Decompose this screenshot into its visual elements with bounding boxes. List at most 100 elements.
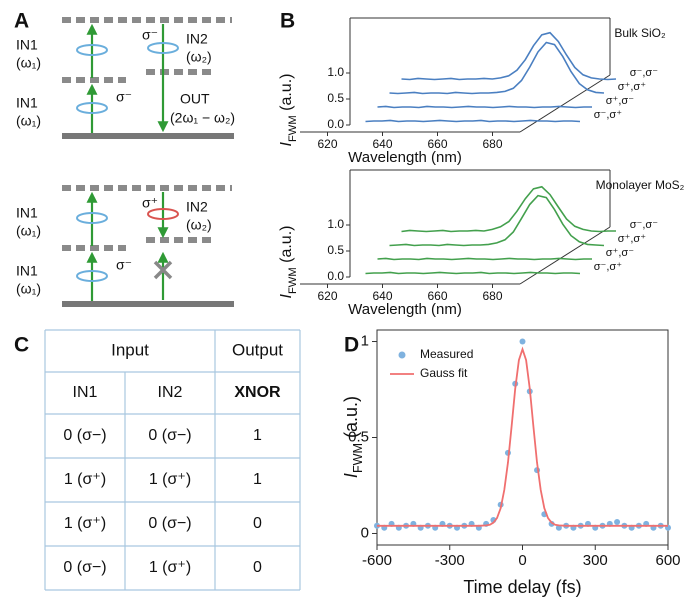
table-cell: 1 (σ⁺) bbox=[149, 471, 191, 488]
legend-symbol bbox=[398, 351, 406, 359]
axis-label-part: I bbox=[278, 141, 295, 146]
fit-line bbox=[377, 346, 668, 527]
spectrum bbox=[389, 194, 605, 247]
axis-label-part: (a.u.) bbox=[278, 226, 295, 268]
spectrum bbox=[389, 41, 605, 95]
legend-label: Measured bbox=[420, 347, 473, 361]
y-tick-label: 0.5 bbox=[327, 91, 344, 105]
x-tick-label: 640 bbox=[372, 137, 392, 151]
data-point bbox=[548, 520, 555, 527]
panel-label: B bbox=[280, 10, 295, 33]
label: IN1 bbox=[16, 37, 38, 53]
data-point bbox=[519, 338, 526, 345]
panel-label: A bbox=[14, 10, 29, 33]
spectrum bbox=[401, 185, 616, 233]
table-cell: 0 bbox=[253, 515, 262, 532]
y-tick-label: 1.0 bbox=[327, 217, 344, 231]
x-tick-label: -300 bbox=[435, 552, 465, 569]
data-point bbox=[614, 518, 621, 525]
label: (ω₁) bbox=[16, 55, 41, 71]
table-cell: 0 (σ−) bbox=[148, 515, 191, 532]
axis-label-part: I bbox=[278, 293, 295, 298]
y-tick-label: 0.5 bbox=[348, 428, 369, 445]
label: IN2 bbox=[186, 199, 208, 215]
series-label: σ⁻,σ⁻ bbox=[630, 67, 658, 79]
legend-label: Gauss fit bbox=[420, 366, 468, 380]
series-label: σ⁺,σ⁻ bbox=[606, 247, 634, 259]
polarization bbox=[147, 208, 179, 220]
panel-label: C bbox=[14, 334, 29, 357]
polarization bbox=[76, 212, 108, 224]
label: (ω₁) bbox=[16, 113, 41, 129]
series-label: σ⁺,σ⁺ bbox=[618, 81, 646, 93]
polarization bbox=[76, 270, 108, 282]
x-tick-label: 620 bbox=[317, 137, 337, 151]
series-label: σ⁻,σ⁺ bbox=[594, 261, 622, 273]
series-label: σ⁺,σ⁺ bbox=[618, 233, 646, 245]
spectrum bbox=[365, 271, 581, 275]
axis-label-part: FWM bbox=[287, 115, 299, 142]
table-cell: 1 (σ⁺) bbox=[149, 559, 191, 576]
diagram-bottom: IN1 (ω₁) σ⁺ IN2 (ω₂) IN1 (ω₁) σ⁻ bbox=[16, 185, 234, 307]
axis-label: IFWM (a.u.) bbox=[278, 74, 299, 147]
x-tick-label: 680 bbox=[482, 137, 502, 151]
label: σ⁺ bbox=[142, 195, 158, 211]
label: σ⁻ bbox=[116, 89, 132, 105]
label: (2ω₁ − ω₂) bbox=[170, 110, 235, 126]
table-cell: 1 (σ⁺) bbox=[64, 471, 106, 488]
x-tick-label: 300 bbox=[583, 552, 608, 569]
axis-label-part: (a.u.) bbox=[278, 74, 295, 116]
y-tick-label: 0.0 bbox=[327, 269, 344, 283]
axis-label-part: FWM bbox=[287, 267, 299, 294]
axis-label-part: FWM bbox=[351, 443, 365, 473]
x-tick-label: -600 bbox=[362, 552, 392, 569]
chart-title: Bulk SiO₂ bbox=[614, 26, 666, 40]
panel-label: D bbox=[344, 334, 359, 357]
table-cell: 1 bbox=[253, 471, 262, 488]
substrate bbox=[62, 301, 234, 307]
table-cell: 0 (σ−) bbox=[63, 559, 106, 576]
y-tick-label: 0 bbox=[361, 524, 369, 541]
label: (ω₂) bbox=[186, 217, 212, 233]
x-axis-label: Wavelength (nm) bbox=[348, 301, 462, 318]
table-cell: 1 bbox=[253, 427, 262, 444]
x-tick-label: 0 bbox=[518, 552, 526, 569]
axis-label: IFWM (a.u.) bbox=[341, 396, 366, 478]
table-cell: 0 (σ−) bbox=[63, 427, 106, 444]
x-tick-label: 600 bbox=[655, 552, 680, 569]
y-tick-label: 0.5 bbox=[327, 243, 344, 257]
axis-label: IFWM (a.u.) bbox=[278, 226, 299, 299]
label: σ⁻ bbox=[116, 257, 132, 273]
substrate bbox=[62, 133, 234, 139]
chart-title: Monolayer MoS₂ bbox=[596, 178, 684, 192]
series-label: σ⁺,σ⁻ bbox=[606, 95, 634, 107]
axis-label-part: (a.u.) bbox=[341, 396, 361, 443]
plot-frame bbox=[376, 329, 669, 546]
floor-edge bbox=[519, 74, 611, 133]
x-axis-label: Time delay (fs) bbox=[463, 577, 581, 597]
x-tick-label: 680 bbox=[482, 289, 502, 303]
table-cell: XNOR bbox=[234, 384, 281, 401]
spectrum bbox=[377, 257, 592, 261]
blocked bbox=[153, 260, 173, 280]
y-tick-label: 1 bbox=[361, 332, 369, 349]
label: (ω₁) bbox=[16, 281, 41, 297]
x-tick-label: 640 bbox=[372, 289, 392, 303]
label: IN1 bbox=[16, 263, 38, 279]
table-header: Input bbox=[111, 340, 149, 359]
label: IN1 bbox=[16, 205, 38, 221]
x-tick-label: 660 bbox=[427, 289, 447, 303]
y-tick-label: 0.0 bbox=[327, 117, 344, 131]
axis-label-part: I bbox=[341, 473, 361, 478]
label: OUT bbox=[180, 91, 210, 107]
table-cell: 1 (σ⁺) bbox=[64, 515, 106, 532]
label: (ω₁) bbox=[16, 223, 41, 239]
diagram-top: IN1 (ω₁) σ⁻ IN2 (ω₂) IN1 (ω₁) σ⁻ OUT (2ω… bbox=[16, 17, 235, 139]
y-tick-label: 1.0 bbox=[327, 65, 344, 79]
polarization bbox=[76, 102, 108, 114]
x-tick-label: 660 bbox=[427, 137, 447, 151]
label: IN1 bbox=[16, 95, 38, 111]
table-cell: IN2 bbox=[158, 384, 183, 401]
